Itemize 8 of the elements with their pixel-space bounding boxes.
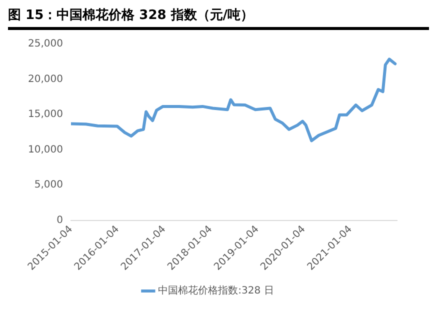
y-tick-label: 15,000 (28, 109, 63, 120)
y-tick-label: 5,000 (34, 180, 63, 191)
y-tick-label: 25,000 (28, 38, 63, 50)
y-tick-label: 10,000 (28, 144, 63, 156)
y-tick-label: 20,000 (28, 74, 63, 85)
chart-title: 图 15：中国棉花价格 328 指数（元/吨） (8, 6, 429, 30)
legend-label: 中国棉花价格指数:328 日 (158, 284, 274, 297)
y-tick-label: 0 (56, 215, 63, 226)
